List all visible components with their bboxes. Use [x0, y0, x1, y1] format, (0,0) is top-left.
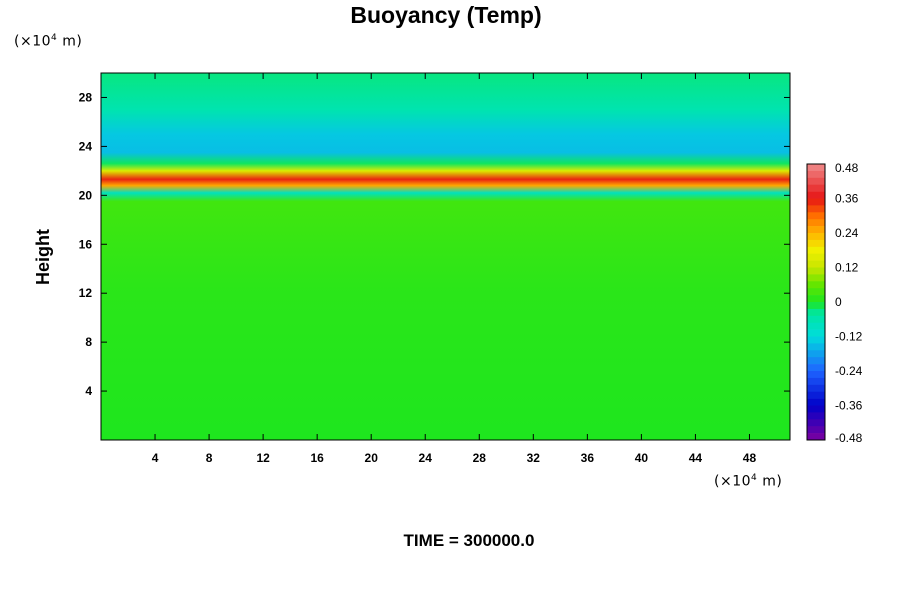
colorbar-tick-label: 0.12 [835, 261, 859, 275]
colorbar-band [807, 412, 825, 420]
colorbar-band [807, 170, 825, 179]
colorbar: 0.48 0.36 0.24 0.12 0 -0.12 -0.24 -0.36 -0.48 [806, 161, 863, 445]
colorbar-band [807, 426, 825, 434]
colorbar-band [807, 295, 825, 303]
colorbar-band [807, 246, 825, 254]
colorbar-band [807, 184, 825, 192]
colorbar-band [807, 398, 825, 406]
colorbar-band [807, 260, 825, 268]
colorbar-band [807, 308, 825, 317]
colorbar-tick-label: 0 [835, 295, 842, 309]
colorbar-band [807, 329, 825, 337]
colorbar-band [807, 239, 825, 248]
heatmap-field [101, 73, 790, 440]
colorbar-band [807, 267, 825, 275]
x-tick-label: 32 [527, 451, 541, 465]
colorbar-band [807, 219, 825, 227]
colorbar-band [807, 384, 825, 392]
colorbar-tick-label: 0.24 [835, 226, 859, 240]
colorbar-band [807, 322, 825, 330]
colorbar-band [807, 371, 825, 379]
colorbar-band [807, 253, 825, 261]
colorbar-frame [806, 163, 826, 441]
x-tick-label: 28 [473, 451, 487, 465]
colorbar-band [807, 419, 825, 427]
colorbar-tick-label: -0.24 [835, 364, 863, 378]
colorbar-band [807, 336, 825, 344]
x-tick-label: 44 [689, 451, 703, 465]
colorbar-band [807, 377, 825, 386]
colorbar-band [807, 274, 825, 282]
x-tick-label: 4 [152, 451, 159, 465]
colorbar-band [807, 357, 825, 365]
x-tick-label: 40 [635, 451, 649, 465]
colorbar-band [807, 302, 825, 310]
y-tick-label: 8 [85, 335, 92, 349]
y-axis-label: Height [33, 229, 53, 285]
y-tick-label: 12 [79, 286, 93, 300]
colorbar-band [807, 315, 825, 323]
time-label: TIME = 300000.0 [403, 531, 535, 550]
y-axis-unit: (×104 m) [14, 33, 83, 50]
x-tick-label: 16 [310, 451, 324, 465]
x-axis-unit: (×104 m) [714, 473, 783, 490]
colorbar-band [807, 343, 825, 351]
plot-frame [100, 72, 791, 441]
colorbar-band [807, 191, 825, 199]
x-tick-label: 24 [419, 451, 433, 465]
colorbar-band [807, 350, 825, 358]
x-tick-label: 48 [743, 451, 757, 465]
colorbar-tick-label: 0.36 [835, 192, 859, 206]
colorbar-band [807, 391, 825, 399]
colorbar-band [807, 205, 825, 213]
y-tick-label: 28 [79, 90, 93, 104]
colorbar-tick-label: -0.12 [835, 330, 863, 344]
colorbar-band [807, 212, 825, 220]
colorbar-band [807, 281, 825, 289]
x-tick-label: 20 [365, 451, 379, 465]
colorbar-band [807, 433, 825, 441]
colorbar-band [807, 177, 825, 185]
chart-title: Buoyancy (Temp) [350, 2, 542, 28]
y-tick-label: 20 [79, 188, 93, 202]
y-tick-label: 4 [85, 384, 92, 398]
colorbar-band [807, 226, 825, 234]
plot-area [101, 73, 790, 440]
x-tick-label: 12 [256, 451, 270, 465]
x-tick-label: 36 [581, 451, 595, 465]
colorbar-tick-label: -0.36 [835, 399, 863, 413]
colorbar-band [807, 233, 825, 241]
colorbar-tick-label: 0.48 [835, 161, 859, 175]
colorbar-band [807, 364, 825, 372]
colorbar-band [807, 288, 825, 296]
colorbar-tick-label: -0.48 [835, 431, 863, 445]
colorbar-band [807, 198, 825, 206]
colorbar-band [807, 164, 825, 172]
colorbar-band [807, 405, 825, 413]
y-tick-label: 24 [79, 139, 93, 153]
y-tick-label: 16 [79, 237, 93, 251]
x-tick-label: 8 [206, 451, 213, 465]
